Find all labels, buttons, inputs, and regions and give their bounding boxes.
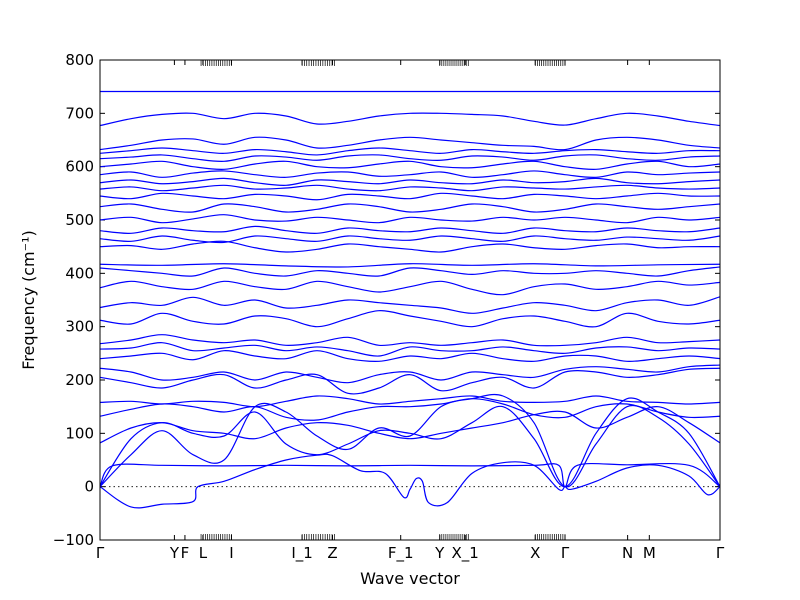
y-axis-label: Frequency (cm⁻¹): [19, 230, 38, 369]
band-line: [99, 350, 721, 363]
band-line: [99, 296, 721, 314]
x-tick-label: X_1: [452, 544, 479, 563]
band-line: [99, 203, 721, 213]
y-tick-label: 100: [65, 424, 94, 442]
band-line: [99, 406, 721, 444]
band-line: [99, 112, 721, 127]
band-line: [99, 154, 721, 162]
x-tick-label: Z: [327, 544, 337, 562]
band-line: [99, 280, 721, 296]
band-line: [99, 397, 721, 488]
band-line: [99, 170, 721, 178]
x-tick-label: L: [199, 544, 208, 562]
band-line: [99, 160, 721, 170]
y-tick-label: 300: [65, 318, 94, 336]
x-axis-label: Wave vector: [360, 569, 460, 588]
band-line: [99, 395, 721, 408]
x-tick-label: I_1: [291, 544, 312, 563]
x-tick-label: I: [229, 544, 233, 562]
y-tick-label: 700: [65, 104, 94, 122]
y-tick-label: 600: [65, 158, 94, 176]
band-line: [99, 393, 721, 488]
x-tick-labels: Γ Y F L I I_1 Z F_1 Y X_1 X Γ N M Γ: [96, 60, 725, 563]
band-line: [99, 453, 721, 509]
x-tick-label: Γ: [716, 544, 725, 562]
band-line: [99, 240, 721, 253]
band-line: [99, 136, 721, 151]
band-line: [99, 184, 721, 192]
band-line: [99, 147, 721, 156]
x-tick-label: N: [622, 544, 633, 562]
x-tick-label: X: [530, 544, 540, 562]
y-tick-label: 200: [65, 371, 94, 389]
band-line: [99, 235, 721, 244]
x-tick-label: Y: [169, 544, 180, 562]
x-tick-label: Y: [434, 544, 445, 562]
y-tick-label: −100: [53, 531, 94, 549]
band-line: [99, 192, 721, 201]
band-line: [99, 177, 721, 186]
x-tick-label: F_1: [388, 544, 414, 563]
band-line: [99, 263, 721, 268]
x-tick-label: Γ: [96, 544, 105, 562]
q-point-ticks: [200, 60, 566, 540]
phonon-bands: [99, 90, 721, 509]
band-line: [99, 310, 721, 328]
x-tick-label: F: [181, 544, 190, 562]
y-tick-label: 0: [84, 478, 94, 496]
x-tick-label: M: [643, 544, 656, 562]
band-line: [99, 462, 721, 488]
plot-frame: [99, 59, 721, 541]
band-line: [99, 266, 721, 277]
band-line: [99, 367, 721, 395]
band-line: [99, 225, 721, 234]
band-line: [99, 398, 721, 421]
band-line: [99, 364, 721, 384]
band-line: [99, 214, 721, 224]
y-tick-labels: −100 0 100 200 300 400 500 600 700 800: [53, 51, 720, 549]
y-tick-label: 800: [65, 51, 94, 69]
band-line: [99, 342, 721, 357]
band-line: [99, 334, 721, 347]
y-tick-label: 400: [65, 264, 94, 282]
y-tick-label: 500: [65, 211, 94, 229]
x-tick-label: Γ: [561, 544, 570, 562]
